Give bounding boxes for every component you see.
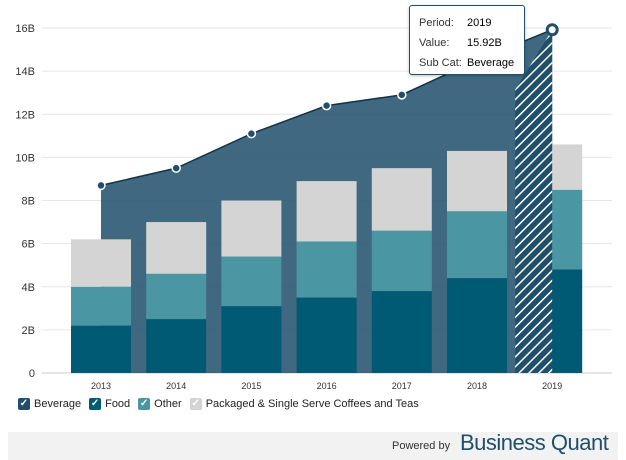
x-tick-label: 2016: [317, 381, 337, 391]
bar-food-2015: [221, 306, 282, 373]
legend-label-beverage: Beverage: [34, 398, 82, 410]
x-tick-label: 2017: [392, 381, 412, 391]
bar-packaged-2013: [71, 239, 131, 287]
y-tick-label: 0: [29, 368, 35, 380]
x-tick-label: 2013: [91, 381, 111, 391]
checkbox-other-icon: ✓: [138, 398, 151, 410]
y-tick-label: 8B: [22, 196, 35, 208]
bar-packaged-2014: [146, 222, 207, 274]
tooltip-value-label: Value:: [419, 37, 450, 49]
legend-item-food[interactable]: ✓ Food: [89, 398, 130, 410]
beverage-point-2014: [171, 163, 181, 173]
bar-other-2018: [447, 211, 507, 279]
beverage-point-2013: [96, 180, 106, 191]
y-tick-label: 4B: [22, 282, 35, 294]
tooltip-period-value: 2019: [467, 17, 492, 29]
y-tick-label: 16B: [15, 23, 35, 35]
bar-food-2013: [71, 325, 131, 373]
y-axis: 0 2B 4B 6B 8B 10B 12B 14B 16B: [15, 23, 35, 380]
y-tick-label: 10B: [15, 152, 35, 164]
tooltip: Period: 2019 Value: 15.92B Sub Cat: Beverag…: [409, 5, 525, 75]
y-tick-label: 6B: [22, 239, 35, 251]
bar-other-2014: [146, 273, 207, 320]
bar-other-2015: [221, 256, 282, 307]
tooltip-subcat-label: Sub Cat:: [419, 57, 462, 69]
y-tick-label: 12B: [15, 109, 35, 121]
checkbox-packaged-icon: ✓: [189, 398, 202, 410]
bar-food-2017: [371, 291, 432, 373]
legend-item-packaged[interactable]: ✓ Packaged & Single Serve Coffees and Te…: [189, 398, 419, 410]
beverage-point-2015: [246, 128, 257, 139]
y-tick-label: 2B: [22, 325, 35, 337]
checkbox-food-icon: ✓: [89, 398, 102, 410]
x-tick-label: 2014: [166, 381, 186, 391]
powered-by-text: Powered by: [392, 440, 451, 452]
x-tick-label: 2019: [542, 381, 562, 391]
bar-packaged-2016: [296, 181, 357, 242]
x-axis: 2013 2014 2015 2016 2017 2018 2019: [91, 381, 562, 391]
beverage-point-2017: [397, 90, 407, 100]
beverage-points: [96, 23, 559, 191]
bar-packaged-2017: [371, 168, 432, 231]
y-tick-label: 14B: [15, 66, 35, 78]
bar-other-2013: [71, 286, 131, 326]
legend-item-other[interactable]: ✓ Other: [138, 398, 182, 410]
legend-label-packaged: Packaged & Single Serve Coffees and Teas: [205, 398, 419, 410]
bar-food-2016: [296, 297, 357, 373]
x-tick-label: 2018: [467, 381, 487, 391]
tooltip-value-value: 15.92B: [467, 37, 502, 49]
brand-logo[interactable]: Business Quant: [460, 430, 609, 455]
x-tick-label: 2015: [241, 381, 261, 391]
legend-item-beverage[interactable]: ✓ Beverage: [18, 398, 81, 410]
legend-label-food: Food: [105, 398, 131, 410]
bar-other-2016: [296, 241, 357, 298]
bar-packaged-2018: [447, 150, 507, 212]
beverage-point-2019: [545, 23, 559, 37]
highlight-band: [515, 29, 553, 373]
bar-food-2018: [447, 278, 507, 373]
highlight-hatch: [515, 29, 553, 373]
tooltip-period-label: Period:: [419, 17, 454, 29]
checkbox-beverage-icon: ✓: [18, 398, 30, 410]
beverage-point-2016: [321, 100, 332, 111]
bar-food-2014: [146, 319, 207, 373]
legend-label-other: Other: [154, 398, 182, 410]
footer: Powered by Business Quant: [8, 430, 618, 460]
bar-packaged-2015: [221, 200, 282, 257]
bar-other-2017: [371, 230, 432, 292]
tooltip-subcat-value: Beverage: [467, 57, 515, 69]
legend: ✓ Beverage ✓ Food ✓ Other ✓ Packaged & S…: [18, 398, 427, 410]
